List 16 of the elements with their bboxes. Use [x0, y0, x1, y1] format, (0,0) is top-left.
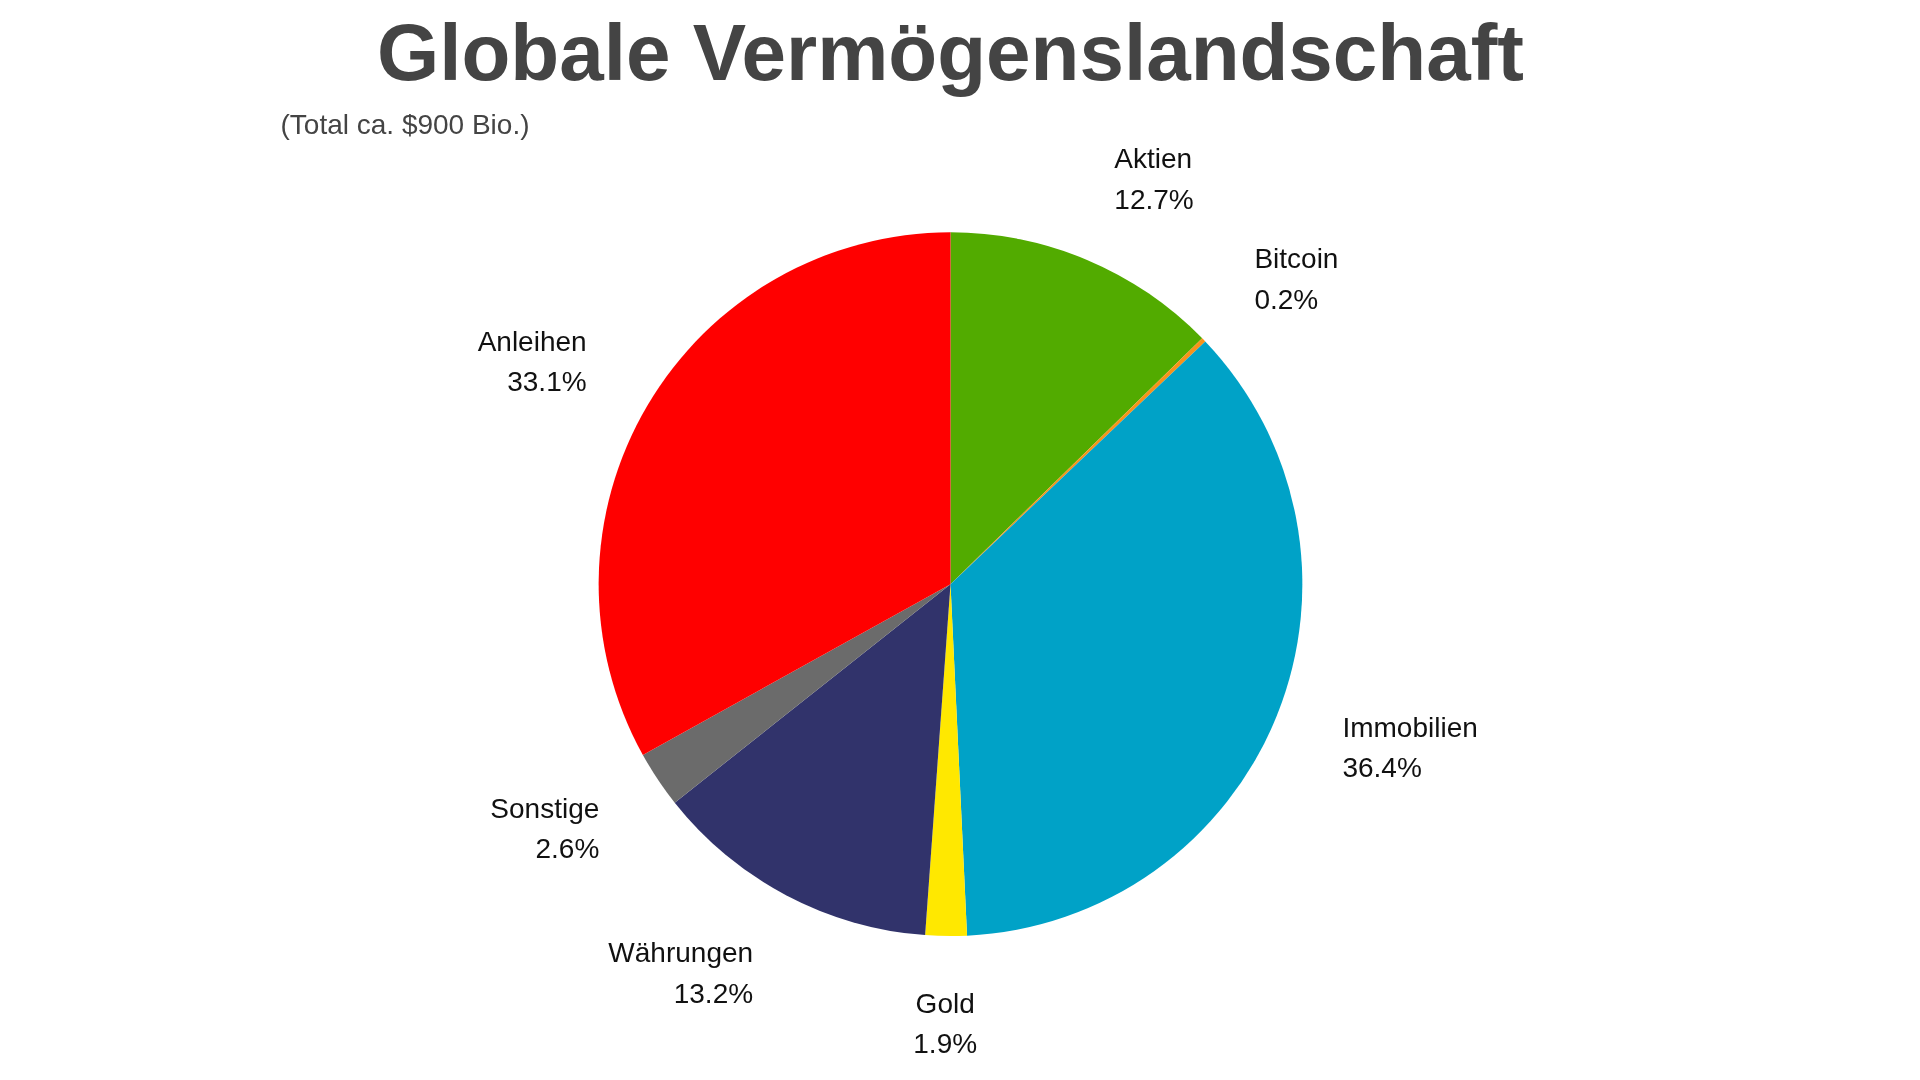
- data-label: 0.2%: [1254, 283, 1319, 315]
- data-label: 2.6%: [535, 832, 600, 864]
- slice-label: Gold: [915, 988, 975, 1020]
- slice-label: Anleihen: [477, 325, 587, 357]
- data-label: 36.4%: [1342, 752, 1422, 784]
- data-label: 33.1%: [507, 365, 587, 397]
- chart-title: Globale Vermögenslandschaft: [377, 7, 1524, 97]
- slice-label: Währungen: [608, 937, 754, 969]
- slice-label: Immobilien: [1342, 712, 1478, 744]
- slice-label: Bitcoin: [1254, 243, 1339, 275]
- data-label: 12.7%: [1114, 183, 1194, 215]
- data-label: 13.2%: [673, 977, 754, 1009]
- data-label: 1.9%: [913, 1028, 978, 1060]
- slice-label: Aktien: [1114, 143, 1193, 175]
- slice-label: Sonstige: [490, 792, 600, 824]
- chart-subtitle: (Total ca. $900 Bio.): [280, 108, 530, 140]
